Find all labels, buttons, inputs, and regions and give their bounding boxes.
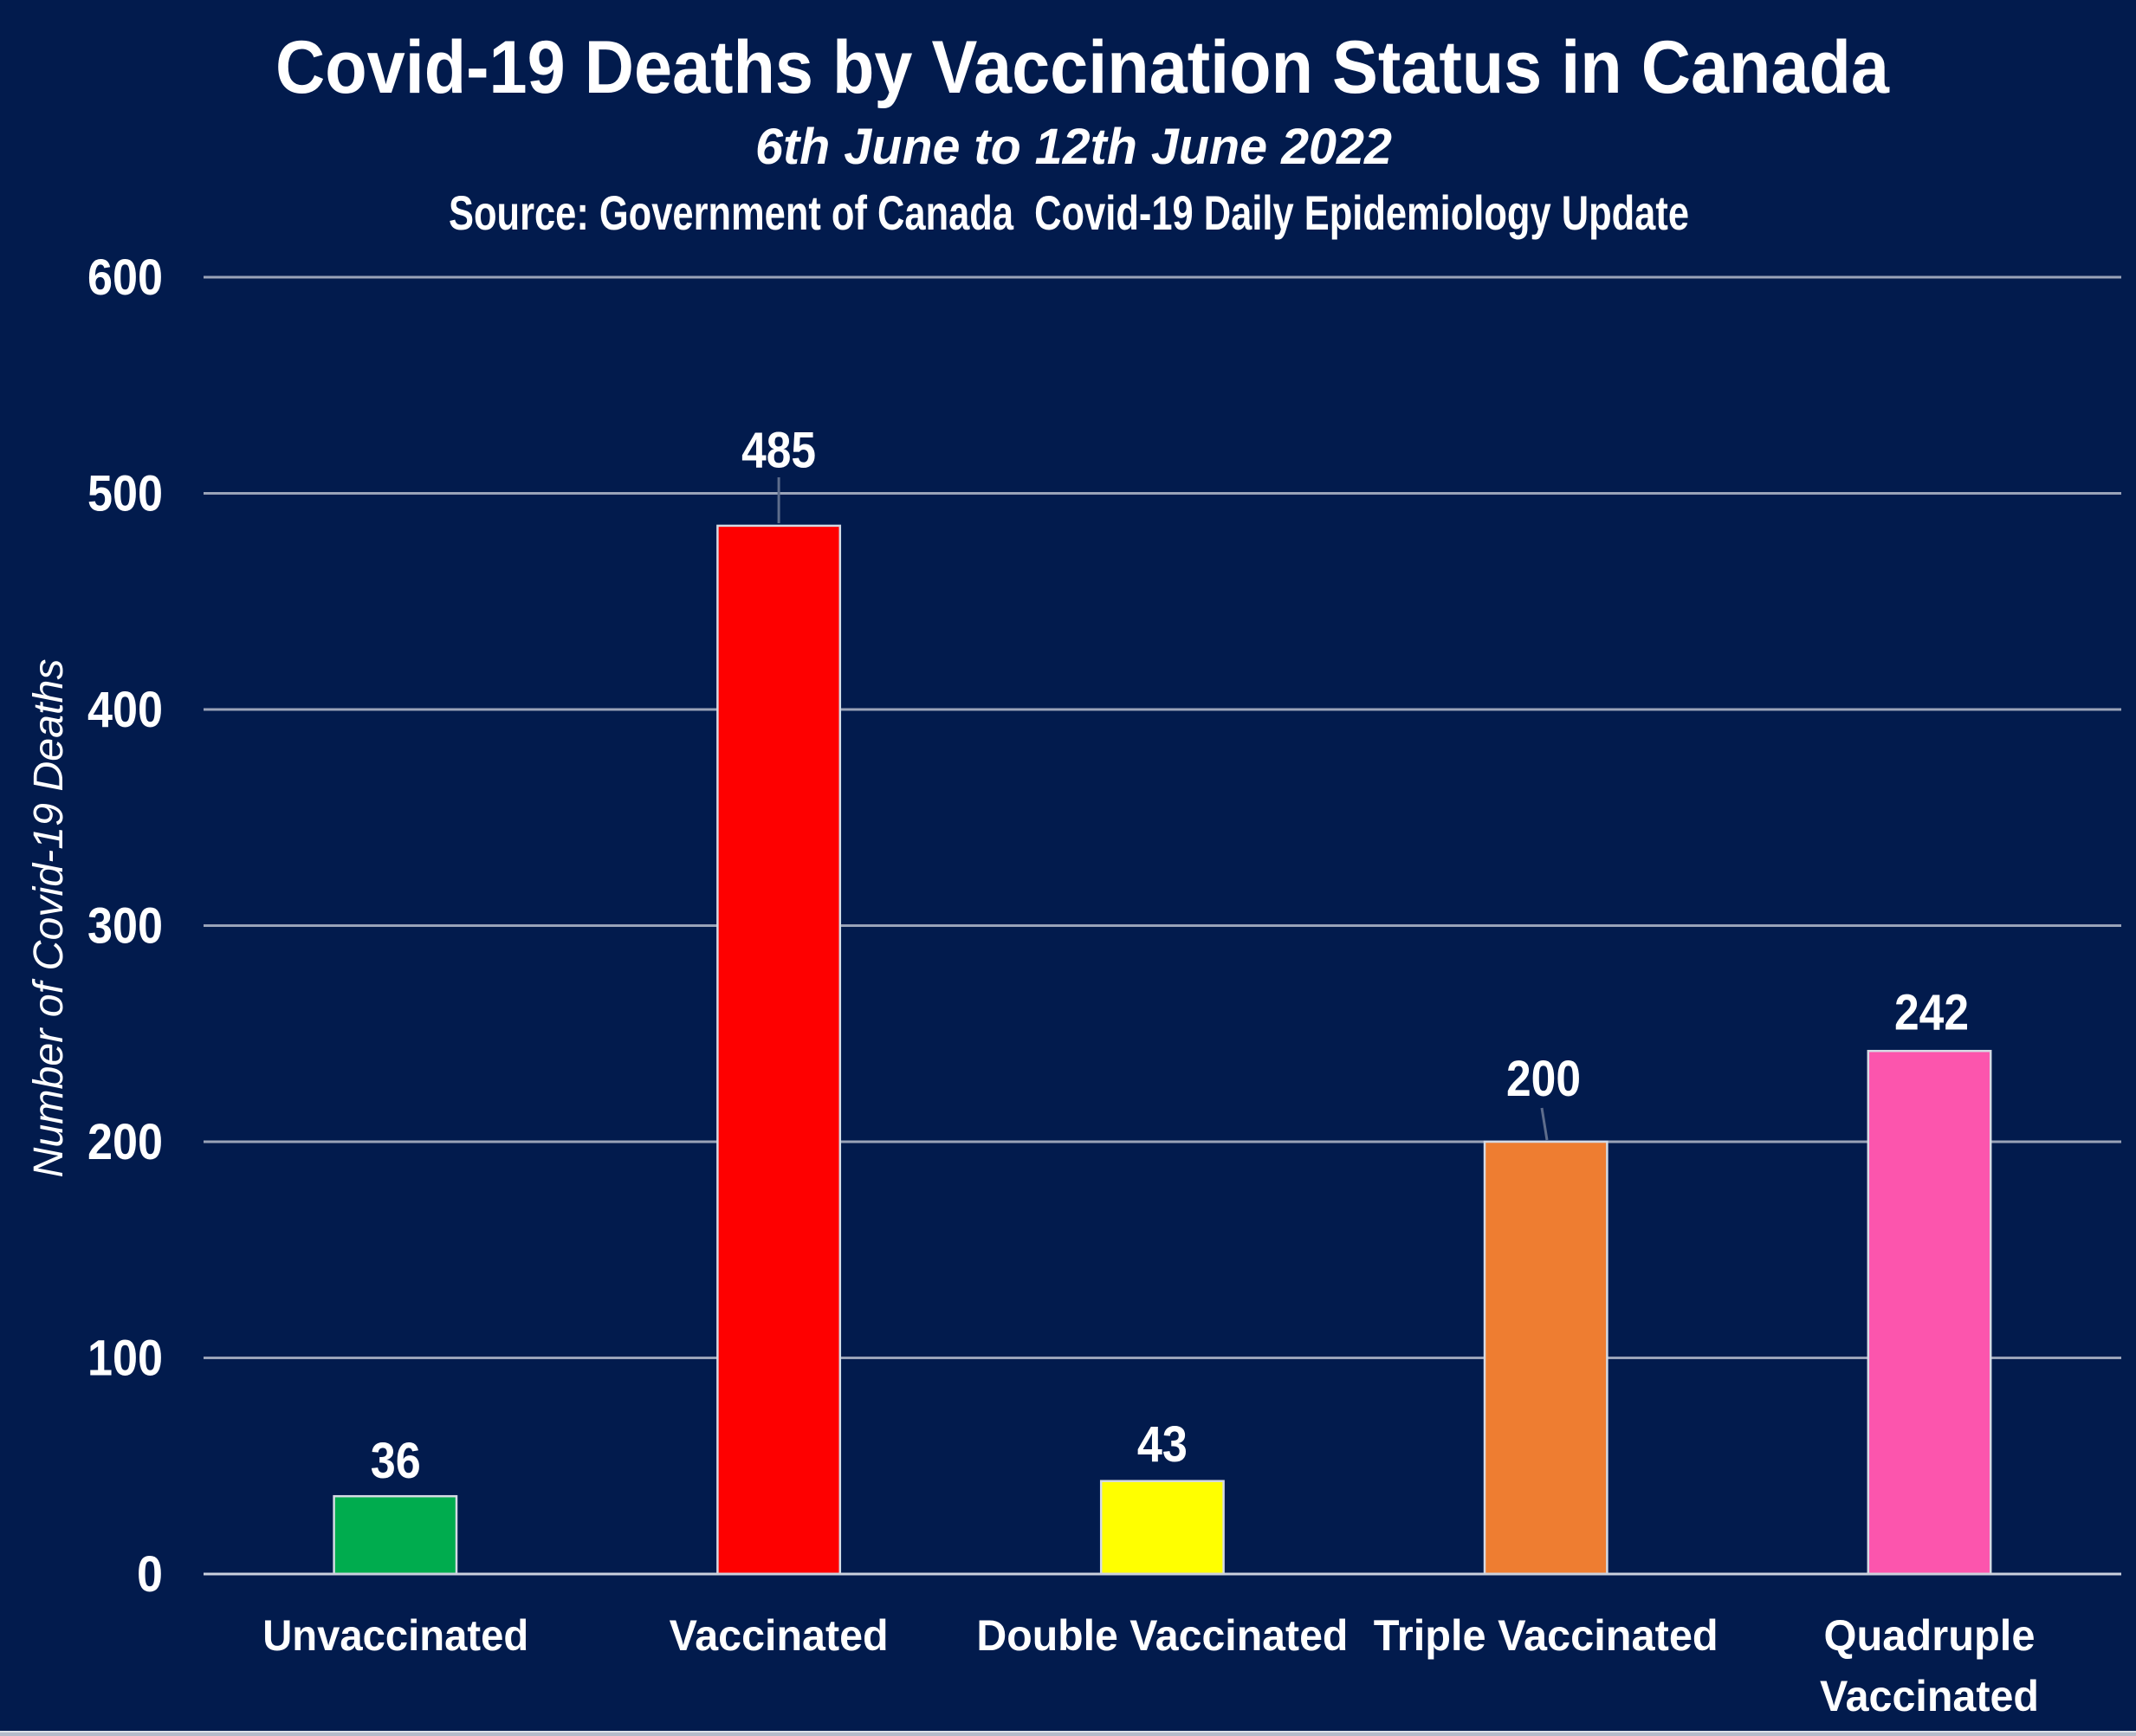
svg-text:Triple Vaccinated: Triple Vaccinated [1374, 1611, 1719, 1660]
svg-text:200: 200 [1506, 1051, 1581, 1107]
svg-text:0: 0 [137, 1546, 163, 1603]
svg-text:Vaccinated: Vaccinated [1820, 1672, 2039, 1720]
svg-text:200: 200 [87, 1114, 163, 1170]
svg-text:Quadruple: Quadruple [1824, 1611, 2036, 1660]
svg-text:Covid-19 Deaths by Vaccination: Covid-19 Deaths by Vaccination Status in… [275, 26, 1890, 109]
svg-text:43: 43 [1137, 1416, 1188, 1473]
svg-text:Number of Covid-19 Deaths: Number of Covid-19 Deaths [26, 659, 72, 1178]
svg-text:600: 600 [87, 249, 163, 306]
svg-text:400: 400 [87, 682, 163, 738]
svg-text:Double Vaccinated: Double Vaccinated [976, 1611, 1348, 1660]
svg-text:100: 100 [87, 1331, 163, 1387]
svg-text:300: 300 [87, 898, 163, 955]
svg-text:Unvaccinated: Unvaccinated [262, 1611, 528, 1660]
svg-text:242: 242 [1894, 985, 1969, 1041]
svg-text:6th June to 12th June 2022: 6th June to 12th June 2022 [755, 119, 1392, 175]
svg-text:Source: Government of Canada: Source: Government of Canada Covid-19 Da… [449, 185, 1689, 240]
svg-text:500: 500 [87, 466, 163, 522]
svg-text:36: 36 [371, 1433, 421, 1489]
svg-text:485: 485 [741, 423, 816, 479]
svg-text:Vaccinated: Vaccinated [670, 1611, 889, 1660]
